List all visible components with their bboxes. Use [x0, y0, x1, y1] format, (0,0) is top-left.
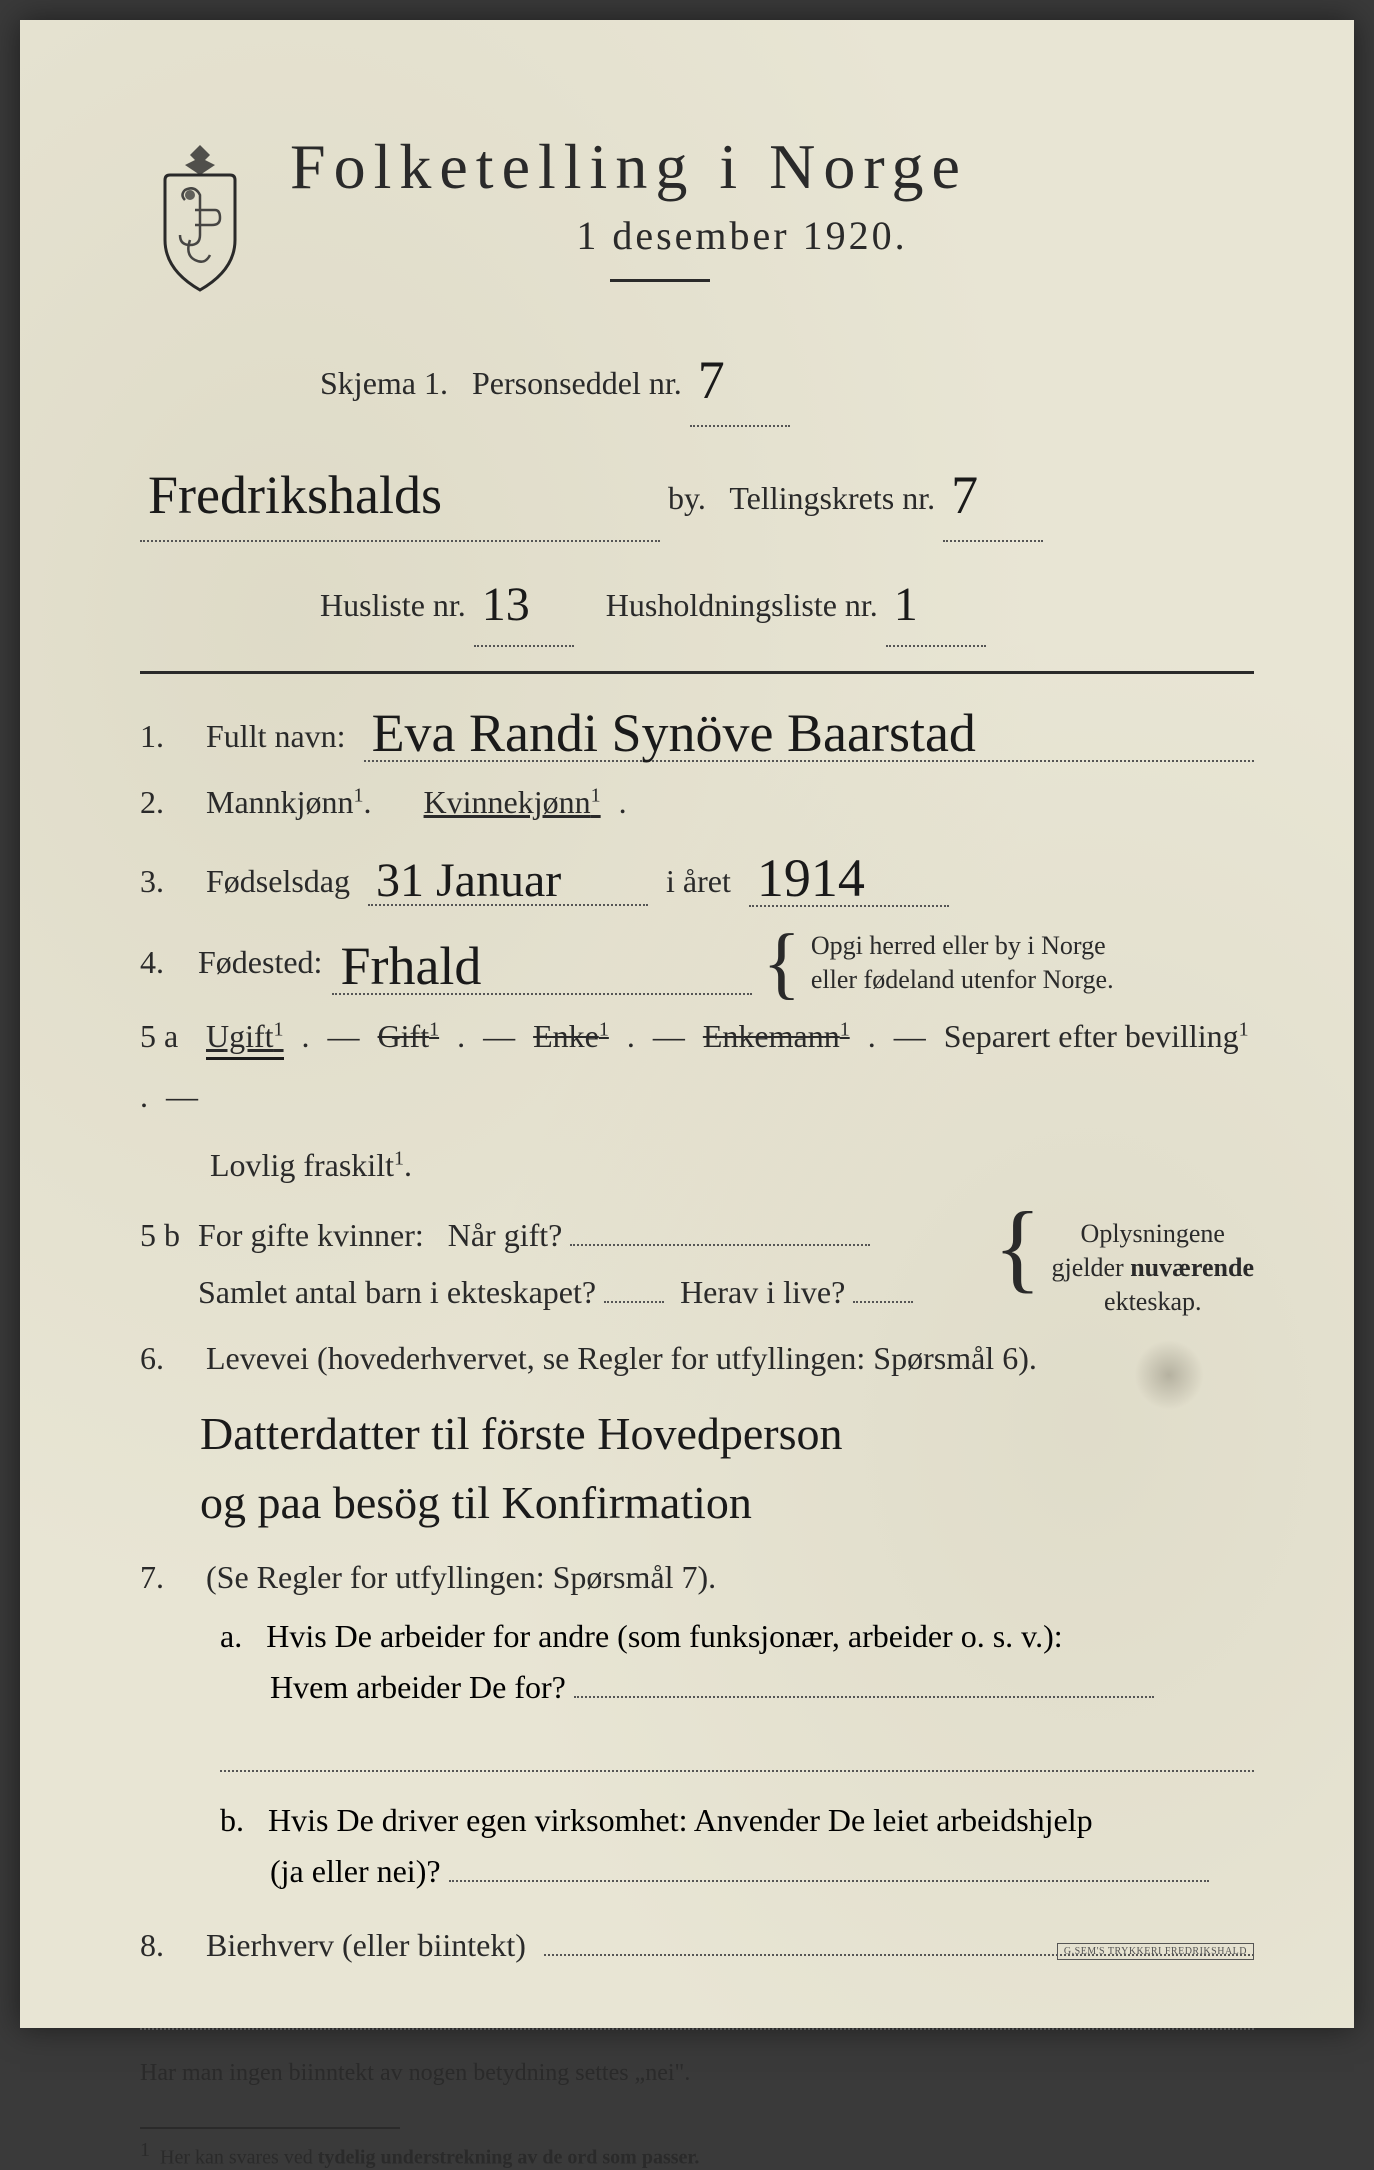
q6-num: 6.	[140, 1340, 188, 1377]
husholdning-label: Husholdningsliste nr.	[606, 587, 878, 623]
q4-value: Frhald	[340, 936, 481, 996]
q6-value-l2: og paa besög til Konfirmation	[200, 1468, 1254, 1537]
q3-year: 1914	[757, 848, 865, 908]
q5b-label2: Når gift?	[448, 1217, 563, 1253]
q7a-blank	[220, 1736, 1254, 1772]
skjema-label: Skjema 1.	[320, 365, 448, 401]
q2-mann: Mannkjønn1.	[206, 784, 372, 821]
footnote-rule	[140, 2127, 400, 2129]
q5a-ugift: Ugift1	[206, 1018, 284, 1060]
q7b-num: b.	[220, 1802, 244, 1838]
q3-num: 3.	[140, 863, 188, 900]
subtitle: 1 desember 1920.	[230, 212, 1254, 259]
q8-num: 8.	[140, 1927, 188, 1964]
main-title: Folketelling i Norge	[290, 130, 1254, 204]
q5a-num: 5 a	[140, 1018, 188, 1055]
q4-note: Opgi herred eller by i Norge eller fødel…	[811, 929, 1114, 997]
q7b-2: (ja eller nei)?	[270, 1853, 1254, 1890]
husholdning-nr: 1	[894, 578, 918, 631]
divider-1	[140, 671, 1254, 674]
q6-value-l1: Datterdatter til förste Hovedperson	[200, 1399, 1254, 1468]
title-block: Folketelling i Norge 1 desember 1920.	[290, 130, 1254, 312]
q5b-label1: For gifte kvinner:	[198, 1217, 424, 1253]
q7a-2: Hvem arbeider De for?	[270, 1669, 1254, 1706]
q7b-text1: Hvis De driver egen virksomhet: Anvender…	[268, 1802, 1093, 1838]
q5a-fraskilt: Lovlig fraskilt1	[210, 1147, 404, 1183]
line-by: Fredrikshalds by. Tellingskrets nr. 7	[140, 443, 1254, 542]
q5a-gift: Gift1	[378, 1018, 440, 1055]
footnote-1: Har man ingen biinntekt av nogen betydni…	[140, 2060, 1254, 2087]
line-husliste: Husliste nr. 13 Husholdningsliste nr. 1	[320, 558, 1254, 646]
q1-label: Fullt navn:	[206, 718, 346, 755]
q8-label: Bierhverv (eller biintekt)	[206, 1927, 526, 1964]
line-skjema: Skjema 1. Personseddel nr. 7	[320, 328, 1254, 427]
census-form-page: Folketelling i Norge 1 desember 1920. Sk…	[20, 20, 1354, 2028]
q4-num: 4.	[140, 944, 188, 981]
q2-row: 2. Mannkjønn1. Kvinnekjønn1.	[140, 784, 1254, 821]
smudge	[1134, 1340, 1204, 1410]
q3-row: 3. Fødselsdag 31 Januar i året 1914	[140, 843, 1254, 907]
q7b: b. Hvis De driver egen virksomhet: Anven…	[220, 1802, 1254, 1839]
q5b-fill2	[604, 1301, 664, 1303]
q7a: a. Hvis De arbeider for andre (som funks…	[220, 1618, 1254, 1655]
q3-day: 31 Januar	[376, 854, 561, 907]
q7b-text2: (ja eller nei)?	[270, 1853, 441, 1889]
q5b-fill3	[853, 1301, 913, 1303]
q4-row: 4. Fødested: Frhald { Opgi herred eller …	[140, 929, 1254, 997]
q7a-num: a.	[220, 1618, 242, 1654]
printer-mark: G.SEM'S TRYKKERI FREDRIKSHALD	[1057, 1943, 1254, 1960]
q5b-row: 5 b For gifte kvinner: Når gift? Samlet …	[140, 1217, 1254, 1318]
q1-value: Eva Randi Synöve Baarstad	[372, 703, 976, 763]
title-rule	[610, 279, 710, 282]
q5b-note: Oplysningene gjelder nuværende ekteskap.	[1052, 1217, 1254, 1318]
q5b-fill1	[570, 1244, 870, 1246]
by-name: Fredrikshalds	[148, 465, 442, 525]
q4-label: Fødested:	[198, 944, 322, 981]
q2-kvinne: Kvinnekjønn1	[424, 784, 601, 821]
tellingskrets-nr: 7	[951, 465, 978, 525]
q5a-row: 5 a Ugift1. — Gift1. — Enke1. — Enkemann…	[140, 1018, 1254, 1115]
q5a-enkemann: Enkemann1	[703, 1018, 850, 1055]
q2-num: 2.	[140, 784, 188, 821]
q5a-enke: Enke1	[533, 1018, 609, 1055]
husliste-nr: 13	[482, 578, 530, 631]
q1-num: 1.	[140, 718, 188, 755]
q7a-fill	[574, 1696, 1154, 1698]
tellingskrets-label: Tellingskrets nr.	[729, 480, 935, 516]
q6-label: Levevei (hovederhvervet, se Regler for u…	[206, 1340, 1037, 1377]
q7b-fill	[449, 1880, 1209, 1882]
personseddel-nr: 7	[698, 350, 725, 410]
header: Folketelling i Norge 1 desember 1920.	[140, 130, 1254, 312]
q6-row: 6. Levevei (hovederhvervet, se Regler fo…	[140, 1340, 1254, 1377]
q1-row: 1. Fullt navn: Eva Randi Synöve Baarstad	[140, 698, 1254, 762]
q7-row: 7. (Se Regler for utfyllingen: Spørsmål …	[140, 1559, 1254, 1596]
q5a-separert: Separert efter bevilling1	[944, 1018, 1249, 1055]
by-label: by.	[668, 480, 706, 516]
q7a-text1: Hvis De arbeider for andre (som funksjon…	[266, 1618, 1062, 1654]
q7-num: 7.	[140, 1559, 188, 1596]
q3-mid: i året	[666, 863, 731, 900]
husliste-label: Husliste nr.	[320, 587, 466, 623]
q7a-text2: Hvem arbeider De for?	[270, 1669, 566, 1705]
q8-blank	[140, 1994, 1254, 2030]
q5a-row2: Lovlig fraskilt1.	[210, 1137, 1254, 1195]
q5b-label4: Herav i live?	[680, 1274, 845, 1310]
q7-label: (Se Regler for utfyllingen: Spørsmål 7).	[206, 1559, 716, 1596]
personseddel-label: Personseddel nr.	[472, 365, 682, 401]
q3-label: Fødselsdag	[206, 863, 350, 900]
footnote-2: 1 Her kan svares ved tydelig understrekn…	[140, 2139, 1254, 2170]
q5b-num: 5 b	[140, 1217, 188, 1254]
brace-icon: {	[994, 1217, 1042, 1277]
brace-icon: {	[762, 939, 800, 987]
q5b-label3: Samlet antal barn i ekteskapet?	[198, 1274, 596, 1310]
